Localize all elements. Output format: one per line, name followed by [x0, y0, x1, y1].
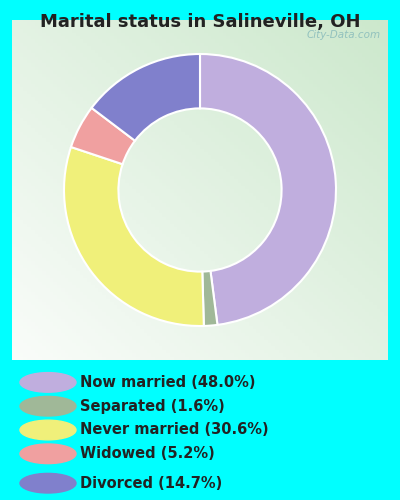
Text: City-Data.com: City-Data.com — [306, 30, 380, 40]
Circle shape — [20, 444, 76, 464]
Text: Now married (48.0%): Now married (48.0%) — [80, 375, 256, 390]
Wedge shape — [202, 271, 218, 326]
Wedge shape — [64, 147, 204, 326]
Text: Never married (30.6%): Never married (30.6%) — [80, 422, 269, 438]
Circle shape — [20, 396, 76, 416]
Text: Widowed (5.2%): Widowed (5.2%) — [80, 446, 215, 462]
Wedge shape — [92, 54, 200, 141]
Wedge shape — [71, 108, 135, 164]
Circle shape — [20, 474, 76, 493]
Text: Marital status in Salineville, OH: Marital status in Salineville, OH — [40, 12, 360, 30]
Text: Separated (1.6%): Separated (1.6%) — [80, 398, 225, 413]
Text: Divorced (14.7%): Divorced (14.7%) — [80, 476, 222, 490]
Circle shape — [20, 372, 76, 392]
Circle shape — [20, 420, 76, 440]
Wedge shape — [200, 54, 336, 325]
